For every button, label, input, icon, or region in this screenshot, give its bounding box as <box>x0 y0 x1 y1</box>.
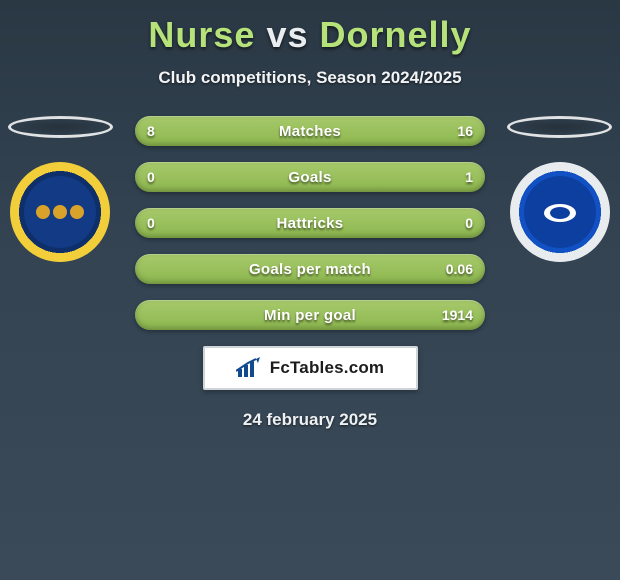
player2-crest <box>510 162 610 262</box>
stat-label: Goals <box>288 169 331 186</box>
stat-value-right: 1 <box>465 169 473 185</box>
stat-pill-list: 8 Matches 16 0 Goals 1 0 Hattricks 0 Goals per ma… <box>135 116 485 330</box>
stat-value-right: 16 <box>457 123 473 139</box>
stat-pill: 0 Hattricks 0 <box>135 208 485 238</box>
stat-label: Matches <box>279 123 341 140</box>
stat-pill: 8 Matches 16 <box>135 116 485 146</box>
player2-shadow <box>507 116 612 138</box>
stat-label: Min per goal <box>264 307 356 324</box>
stat-value-left: 0 <box>147 169 155 185</box>
vs-separator: vs <box>266 14 308 55</box>
player2-name: Dornelly <box>320 14 472 55</box>
stat-label: Hattricks <box>277 215 344 232</box>
subtitle: Club competitions, Season 2024/2025 <box>0 68 620 88</box>
branding-badge: FcTables.com <box>203 346 418 390</box>
stat-pill: Goals per match 0.06 <box>135 254 485 284</box>
comparison-title: Nurse vs Dornelly <box>0 0 620 56</box>
animal-icon <box>537 199 583 225</box>
stat-pill: Min per goal 1914 <box>135 300 485 330</box>
player1-crest <box>10 162 110 262</box>
stat-pill: 0 Goals 1 <box>135 162 485 192</box>
branding-text: FcTables.com <box>270 358 385 378</box>
snapshot-date: 24 february 2025 <box>0 410 620 430</box>
stat-value-left: 8 <box>147 123 155 139</box>
stat-value-left: 0 <box>147 215 155 231</box>
stat-value-right: 0.06 <box>446 261 473 277</box>
player1-name: Nurse <box>148 14 255 55</box>
player1-shadow <box>8 116 113 138</box>
stat-label: Goals per match <box>249 261 371 278</box>
stat-value-right: 1914 <box>442 307 473 323</box>
comparison-stage: 8 Matches 16 0 Goals 1 0 Hattricks 0 Goals per ma… <box>0 116 620 330</box>
lions-icon <box>33 202 87 222</box>
stat-value-right: 0 <box>465 215 473 231</box>
chart-icon <box>236 357 262 379</box>
